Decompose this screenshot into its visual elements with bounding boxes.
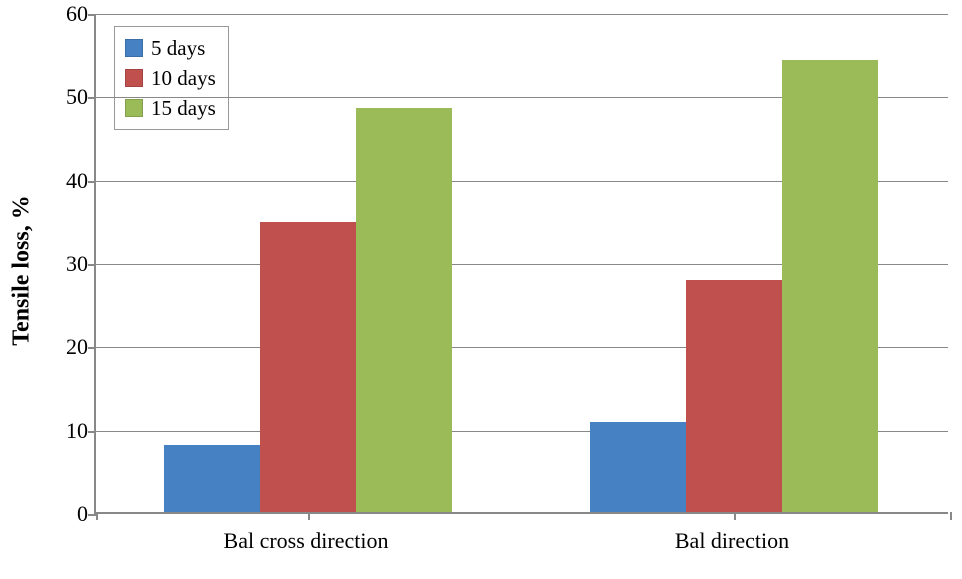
bar: [356, 108, 452, 512]
y-tick-label: 30: [66, 251, 88, 277]
gridline: [96, 14, 948, 15]
legend-label: 10 days: [151, 66, 216, 91]
bar: [782, 60, 878, 512]
bar: [686, 280, 782, 512]
legend-label: 15 days: [151, 96, 216, 121]
bar: [590, 422, 686, 512]
y-tick-mark: [88, 264, 96, 266]
legend-swatch: [125, 69, 143, 87]
plot-area: 5 days 10 days 15 days: [94, 14, 948, 514]
y-tick-mark: [88, 514, 96, 516]
bar-chart: Tensile loss, % 5 days 10 days 15 days: [0, 0, 962, 579]
y-axis-label: Tensile loss, %: [6, 0, 38, 540]
y-tick-mark: [88, 14, 96, 16]
y-axis-label-text: Tensile loss, %: [9, 195, 36, 345]
x-axis-category-label: Bal cross direction: [224, 528, 389, 554]
legend-swatch: [125, 39, 143, 57]
y-tick-label: 0: [77, 501, 88, 527]
y-tick-label: 60: [66, 1, 88, 27]
y-tick-label: 20: [66, 334, 88, 360]
y-tick-mark: [88, 431, 96, 433]
y-tick-label: 10: [66, 418, 88, 444]
y-tick-label: 40: [66, 168, 88, 194]
bar: [164, 445, 260, 512]
legend-item: 10 days: [125, 63, 216, 93]
legend: 5 days 10 days 15 days: [114, 26, 229, 130]
y-tick-label: 50: [66, 84, 88, 110]
legend-item: 5 days: [125, 33, 216, 63]
legend-swatch: [125, 99, 143, 117]
x-tick-mark: [96, 512, 98, 520]
legend-label: 5 days: [151, 36, 205, 61]
x-axis-category-label: Bal direction: [675, 528, 789, 554]
x-tick-mark: [734, 512, 736, 520]
bar: [260, 222, 356, 512]
y-tick-mark: [88, 347, 96, 349]
x-tick-mark: [308, 512, 310, 520]
y-tick-mark: [88, 181, 96, 183]
x-tick-mark: [950, 512, 952, 520]
y-tick-mark: [88, 97, 96, 99]
